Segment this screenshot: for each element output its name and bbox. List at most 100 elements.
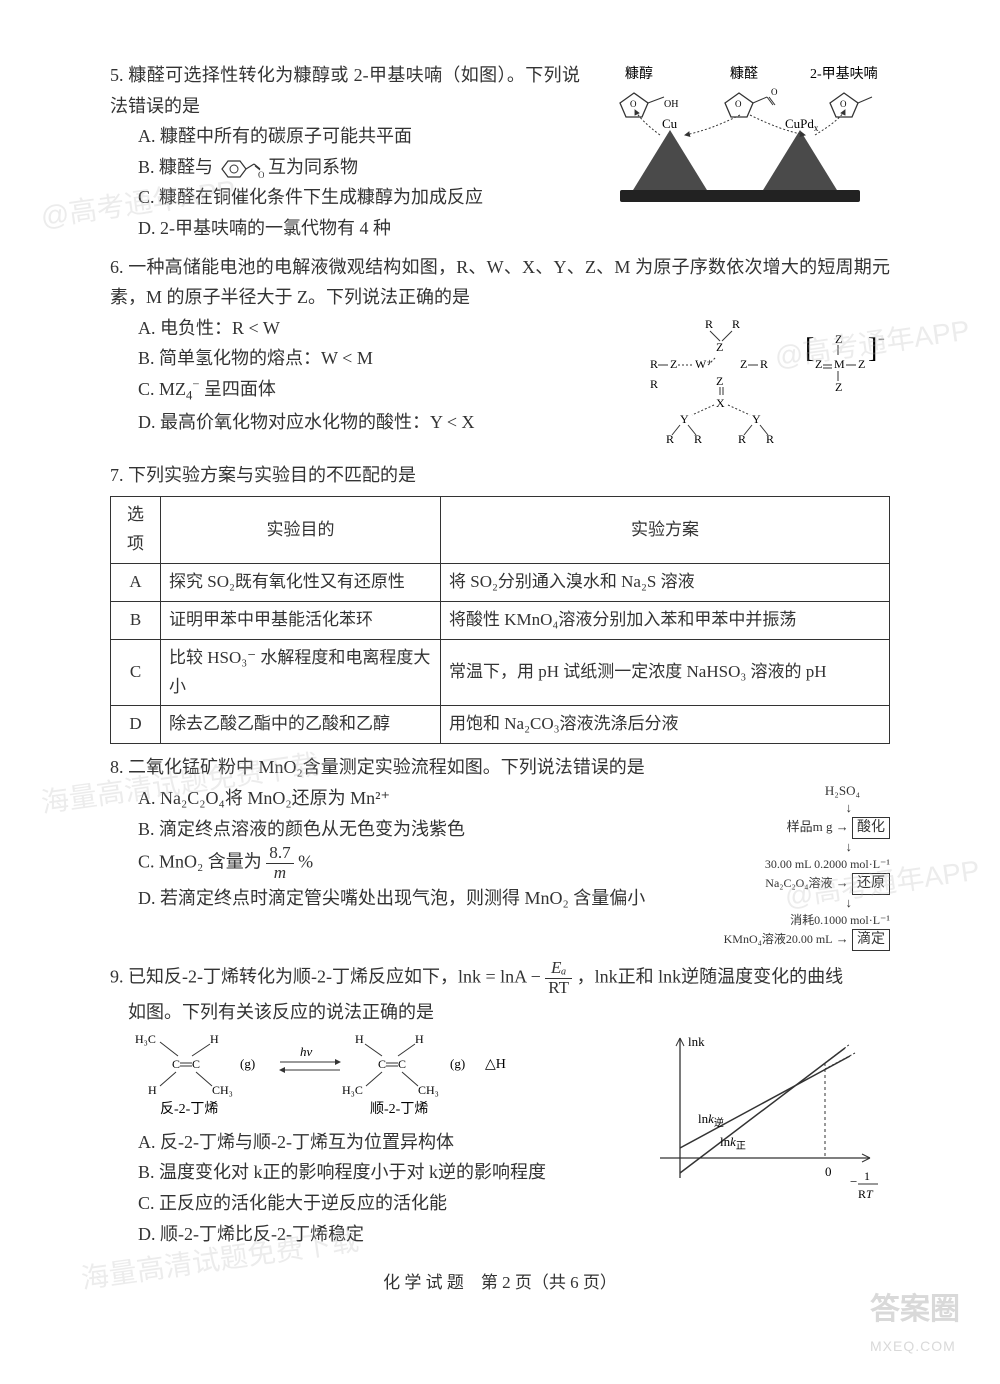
q5-optC: C. 糠醛在铜催化条件下生成糠醇为加成反应: [110, 182, 580, 213]
q7-C-plan: 常温下，用 pH 试纸测一定浓度 NaHSO₃ 溶液的 pH: [441, 639, 890, 706]
svg-text:H₃C: H₃C: [135, 1032, 156, 1046]
q5-optB: B. 糠醛与 O 互为同系物: [110, 152, 580, 183]
svg-text:H: H: [415, 1032, 424, 1046]
q6-optC-post: 呈四面体: [204, 379, 276, 399]
svg-text:Z: Z: [716, 374, 723, 388]
svg-text:RT: RT: [858, 1187, 874, 1201]
svg-text:Z: Z: [835, 332, 842, 346]
q7-h-opt: 选项: [111, 497, 161, 564]
q8-na2c2o4-2: Na₂C₂O₄溶液: [765, 876, 832, 890]
q7-A-plan: 将 SO₂分别通入溴水和 Na₂S 溶液: [441, 563, 890, 601]
svg-text:R: R: [760, 357, 768, 371]
q6-optB: B. 简单氢化物的熔点：W < M: [110, 343, 630, 374]
q8-optD: D. 若滴定终点时滴定管尖嘴处出现气泡，则测得 MnO₂ 含量偏小: [110, 883, 660, 914]
svg-text:C: C: [172, 1057, 180, 1071]
question-6: 6. 一种高储能电池的电解液微观结构如图，R、W、X、Y、Z、M 为原子序数依次…: [110, 252, 890, 452]
q7-A-purpose: 探究 SO₂既有氧化性又有还原性: [161, 563, 441, 601]
svg-text:CH₃: CH₃: [212, 1083, 233, 1097]
q6-stem: 6. 一种高储能电池的电解液微观结构如图，R、W、X、Y、Z、M 为原子序数依次…: [110, 252, 890, 313]
svg-text:O: O: [840, 99, 847, 109]
svg-text:O: O: [735, 99, 742, 109]
question-8: 8. 二氧化锰矿粉中 MnO₂含量测定实验流程如图。下列说法错误的是 A. Na…: [110, 752, 890, 951]
table-row: A 探究 SO₂既有氧化性又有还原性 将 SO₂分别通入溴水和 Na₂S 溶液: [111, 563, 890, 601]
svg-text:lnk: lnk: [688, 1034, 705, 1049]
q9-stem: 9. 已知反-2-丁烯转化为顺-2-丁烯反应如下，lnk = lnA − EₐR…: [110, 959, 890, 998]
svg-text:Z: Z: [716, 340, 723, 354]
q6-optC: C. MZ4− 呈四面体: [110, 374, 630, 407]
svg-text:Z: Z: [858, 357, 865, 371]
q6-optC-pre: C. MZ: [138, 379, 186, 399]
q8-na2c2o4-1: 30.00 mL 0.2000 mol·L⁻¹: [765, 857, 890, 871]
svg-text:R: R: [666, 432, 674, 443]
q9-optD: D. 顺-2-丁烯比反-2-丁烯稳定: [110, 1219, 640, 1250]
svg-text:O: O: [630, 99, 637, 109]
svg-text:CH₃: CH₃: [418, 1083, 439, 1097]
q8-optC-num: 8.7: [266, 844, 293, 864]
q5-optD: D. 2-甲基呋喃的一氯代物有 4 种: [110, 213, 580, 244]
svg-text:H: H: [148, 1083, 157, 1097]
svg-text:Z: Z: [815, 357, 822, 371]
svg-text:H: H: [210, 1032, 219, 1046]
svg-text:R: R: [732, 317, 740, 331]
svg-text:Y: Y: [680, 412, 689, 426]
q7-table: 选项 实验目的 实验方案 A 探究 SO₂既有氧化性又有还原性 将 SO₂分别通…: [110, 496, 890, 744]
q5-optB-post: 互为同系物: [268, 157, 358, 177]
svg-text:△H: △H: [485, 1057, 506, 1072]
q8-optB: B. 滴定终点溶液的颜色从无色变为浅紫色: [110, 814, 660, 845]
table-row: B 证明甲苯中甲基能活化苯环 将酸性 KMnO₄溶液分别加入苯和甲苯中并振荡: [111, 601, 890, 639]
q9-optA: A. 反-2-丁烯与顺-2-丁烯互为位置异构体: [110, 1127, 640, 1158]
svg-text:C: C: [192, 1057, 200, 1071]
svg-text:顺-2-丁烯: 顺-2-丁烯: [370, 1101, 428, 1117]
svg-text:M: M: [834, 357, 845, 371]
table-row: C 比较 HSO₃⁻ 水解程度和电离程度大小 常温下，用 pH 试纸测一定浓度 …: [111, 639, 890, 706]
question-9: 9. 已知反-2-丁烯转化为顺-2-丁烯反应如下，lnk = lnA − EₐR…: [110, 959, 890, 1249]
svg-text:R: R: [738, 432, 746, 443]
q7-D-opt: D: [111, 706, 161, 744]
q7-B-opt: B: [111, 601, 161, 639]
svg-text:]: ]: [868, 333, 877, 364]
svg-text:R: R: [705, 317, 713, 331]
q6-optA: A. 电负性：R < W: [110, 313, 630, 344]
footer-subject: 化 学 试 题: [383, 1273, 464, 1292]
q8-optC-post: %: [298, 852, 313, 872]
q9-frac-den: RT: [545, 979, 572, 998]
svg-text:0: 0: [825, 1164, 832, 1179]
page-footer: 化 学 试 题 第 2 页（共 6 页）: [110, 1269, 890, 1298]
svg-text:−: −: [850, 1174, 857, 1189]
svg-text:[: [: [805, 333, 814, 364]
footer-page: 第 2 页（共 6 页）: [481, 1273, 617, 1292]
q6-diagram: RR Z R Z W⁺ ZR R Z X YY RR RR: [640, 313, 890, 452]
svg-text:(g): (g): [240, 1056, 255, 1071]
svg-text:R: R: [766, 432, 774, 443]
q8-optC-den: m: [274, 863, 286, 882]
q7-B-purpose: 证明甲苯中甲基能活化苯环: [161, 601, 441, 639]
q9-optB: B. 温度变化对 k正的影响程度小于对 k逆的影响程度: [110, 1157, 640, 1188]
q9-stem-mid: ，lnk正和 lnk逆随温度变化的曲线: [577, 966, 844, 986]
q5-diagram: 糠醇 糠醛 2-甲基呋喃 O OH O O: [590, 60, 890, 219]
svg-text:反-2-丁烯: 反-2-丁烯: [160, 1101, 218, 1117]
svg-text:hν: hν: [300, 1044, 313, 1059]
table-row: D 除去乙酸乙酯中的乙酸和乙醇 用饱和 Na₂CO₃溶液洗涤后分液: [111, 706, 890, 744]
q7-h-plan: 实验方案: [441, 497, 890, 564]
svg-text:−: −: [878, 332, 885, 346]
svg-text:H₃C: H₃C: [342, 1083, 363, 1097]
q5-label-left: 糠醇: [625, 65, 653, 82]
q9-graph: lnk 0 − 1 RT lnk逆 lnk正: [650, 1028, 890, 1218]
question-7: 7. 下列实验方案与实验目的不匹配的是 选项 实验目的 实验方案 A 探究 SO…: [110, 460, 890, 745]
svg-text:Cu: Cu: [662, 116, 678, 131]
svg-text:R: R: [650, 357, 658, 371]
q9-optC: C. 正反应的活化能大于逆反应的活化能: [110, 1188, 640, 1219]
q8-h2so4: H₂SO₄: [670, 783, 890, 800]
q8-sample: 样品m g: [787, 819, 833, 834]
svg-text:Y: Y: [752, 412, 761, 426]
svg-text:H: H: [355, 1032, 364, 1046]
q7-h-purpose: 实验目的: [161, 497, 441, 564]
benzaldehyde-icon: O: [218, 156, 264, 182]
q7-D-plan: 用饱和 Na₂CO₃溶液洗涤后分液: [441, 706, 890, 744]
svg-text:Z: Z: [835, 380, 842, 394]
q5-optA: A. 糠醛中所有的碳原子可能共平面: [110, 121, 580, 152]
svg-text:X: X: [716, 396, 725, 410]
q8-stem: 8. 二氧化锰矿粉中 MnO₂含量测定实验流程如图。下列说法错误的是: [110, 752, 890, 783]
svg-text:CuPdx: CuPdx: [785, 116, 819, 133]
svg-text:OH: OH: [664, 99, 678, 110]
